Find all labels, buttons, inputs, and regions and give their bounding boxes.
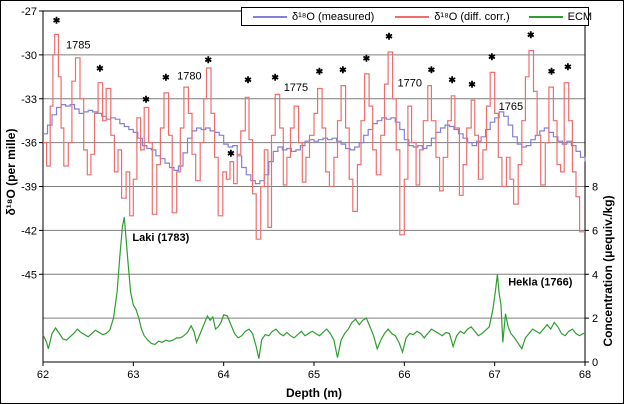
x-axis-title: Depth (m) [286, 386, 342, 400]
legend-entry-diff-corr: δ¹⁸O (diff. corr.) [395, 10, 510, 23]
y-left-tick-label: -36 [21, 138, 37, 150]
eruption-annotation: Laki (1783) [132, 232, 189, 244]
x-tick-label: 68 [579, 369, 591, 381]
year-annotation: 1775 [284, 82, 308, 94]
y-left-tick-label: -30 [21, 50, 37, 62]
year-annotation: 1765 [499, 101, 523, 113]
asterisk-peak-marker: ✱ [488, 52, 496, 62]
asterisk-peak-marker: ✱ [448, 75, 456, 85]
asterisk-peak-marker: ✱ [548, 66, 556, 76]
asterisk-peak-marker: ✱ [428, 65, 436, 75]
legend-label-ecm: ECM [567, 10, 593, 23]
y-right-axis-title: Concentration (μequiv./kg) [601, 195, 615, 346]
asterisk-peak-marker: ✱ [53, 15, 61, 25]
y-right-tick-label: 2 [592, 313, 598, 325]
y-right-tick-label: 8 [592, 182, 598, 194]
series-ecm [42, 217, 585, 359]
series-measured [43, 104, 586, 185]
year-annotation: 1785 [66, 40, 90, 52]
y-left-axis-title: δ¹⁸O (per mille) [4, 129, 18, 216]
asterisk-peak-marker: ✱ [564, 62, 572, 72]
y-right-tick-label: 6 [592, 225, 598, 237]
y-left-tick-label: -33 [21, 94, 37, 106]
x-tick-label: 63 [127, 369, 139, 381]
ecm-line-swatch [528, 15, 563, 18]
y-left-tick-label: -42 [21, 225, 37, 237]
asterisk-peak-marker: ✱ [385, 31, 393, 41]
diff-corr-line-swatch [395, 15, 430, 18]
x-tick-label: 65 [308, 369, 320, 381]
legend-entry-measured: δ¹⁸O (measured) [253, 11, 374, 23]
legend-label-measured: δ¹⁸O (measured) [292, 10, 375, 23]
eruption-annotation: Hekla (1766) [508, 277, 573, 289]
asterisk-peak-marker: ✱ [468, 80, 476, 90]
legend-entry-ecm: ECM [528, 10, 593, 23]
y-right-tick-label: 0 [592, 357, 598, 369]
asterisk-peak-marker: ✱ [271, 72, 279, 82]
x-tick-label: 62 [37, 369, 49, 381]
y-left-tick-label: -45 [21, 269, 37, 281]
asterisk-peak-marker: ✱ [227, 148, 235, 158]
y-left-tick-label: -39 [21, 182, 37, 194]
chart-legend: δ¹⁸O (measured) δ¹⁸O (diff. corr.) ECM [241, 7, 593, 26]
series-diff-corr [43, 33, 585, 240]
y-right-tick-label: 4 [592, 269, 598, 281]
x-tick-label: 64 [218, 369, 230, 381]
asterisk-peak-marker: ✱ [205, 55, 213, 65]
x-tick-label: 67 [489, 369, 501, 381]
asterisk-peak-marker: ✱ [142, 94, 150, 104]
asterisk-peak-marker: ✱ [162, 72, 170, 82]
year-annotation: 1770 [398, 78, 422, 90]
asterisk-peak-marker: ✱ [96, 64, 104, 74]
measured-line-swatch [253, 15, 287, 18]
asterisk-peak-marker: ✱ [316, 66, 324, 76]
legend-label-diff-corr: δ¹⁸O (diff. corr.) [434, 10, 510, 23]
asterisk-peak-marker: ✱ [527, 30, 535, 40]
asterisk-peak-marker: ✱ [339, 65, 347, 75]
x-tick-label: 66 [398, 369, 410, 381]
asterisk-peak-marker: ✱ [244, 75, 252, 85]
asterisk-peak-marker: ✱ [363, 53, 371, 63]
year-annotation: 1780 [177, 70, 201, 82]
y-left-tick-label: -27 [21, 6, 37, 18]
